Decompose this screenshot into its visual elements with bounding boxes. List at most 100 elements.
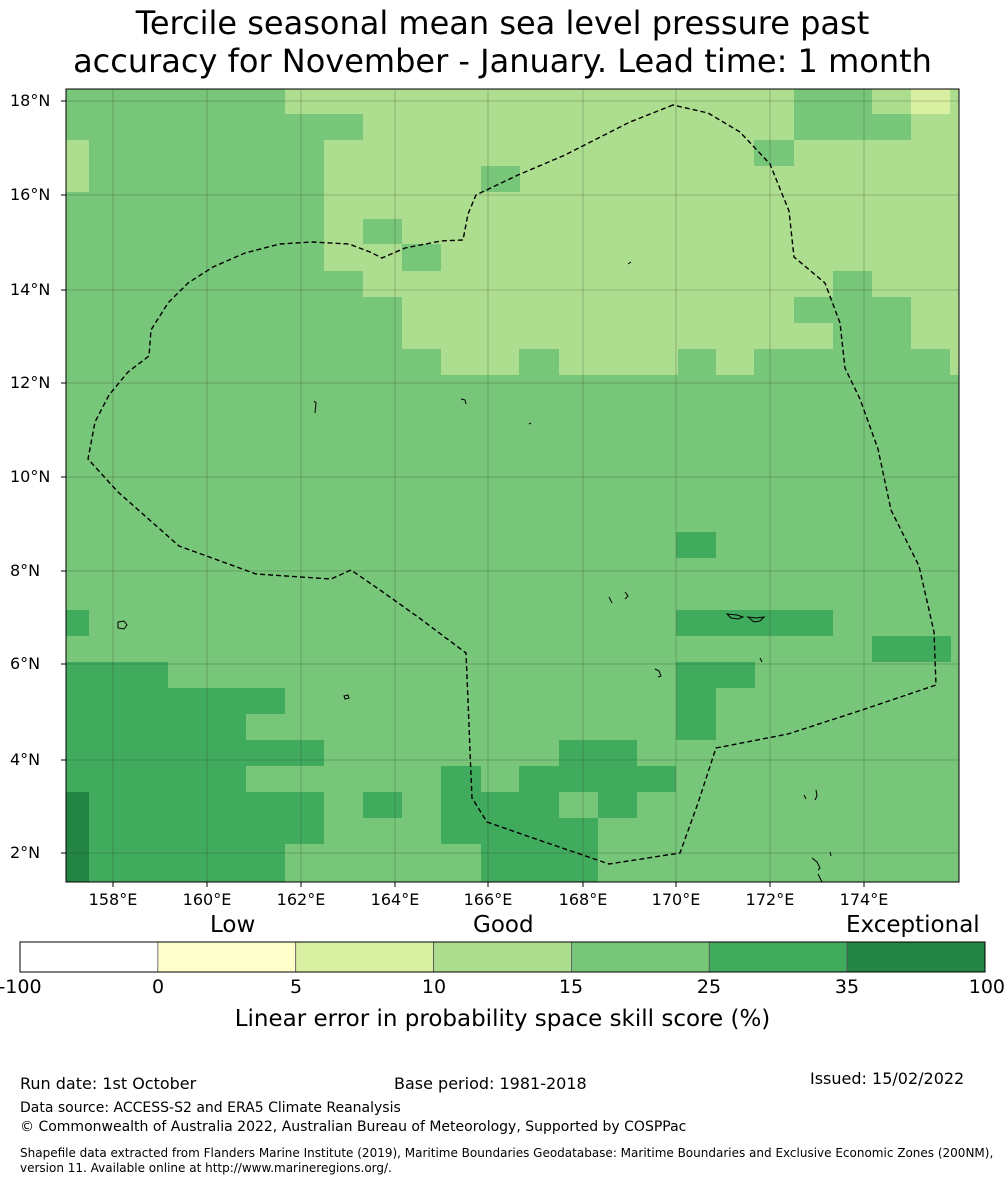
skill-cell <box>66 610 89 636</box>
skill-cell <box>402 244 441 271</box>
skill-cell <box>794 297 833 323</box>
skill-cell <box>678 349 716 375</box>
skill-cell <box>66 844 285 882</box>
lat-label: 12°N <box>10 373 51 392</box>
skill-cell <box>598 792 637 818</box>
category-exceptional: Exceptional <box>846 912 980 938</box>
colorbar-segment <box>295 941 434 973</box>
base-period: Base period: 1981-2018 <box>394 1074 587 1093</box>
island-outlines <box>117 261 832 883</box>
colorbar-segment <box>433 941 572 973</box>
copyright: © Commonwealth of Australia 2022, Austra… <box>20 1119 687 1135</box>
shapefile-credit-1: Shapefile data extracted from Flanders M… <box>20 1146 994 1160</box>
skill-cell <box>833 323 911 349</box>
skill-cell <box>519 766 676 792</box>
skill-cell <box>754 349 950 375</box>
skill-cell <box>481 166 520 192</box>
shapefile-credit-2: version 11. Available online at http://w… <box>20 1161 392 1175</box>
island-outline <box>759 657 818 801</box>
colorbar-tick: 0 <box>151 976 165 998</box>
lat-label: 8°N <box>10 561 41 580</box>
map-gridlines <box>61 89 959 887</box>
lon-label: 160°E <box>182 890 232 909</box>
skill-cell <box>324 166 959 193</box>
lat-label: 16°N <box>10 185 51 204</box>
skill-cell <box>66 688 285 714</box>
island-outline <box>313 261 632 425</box>
skill-cell <box>66 662 168 688</box>
skill-cell <box>794 114 911 140</box>
skill-cell <box>559 349 678 375</box>
colorbar-segment <box>19 941 159 973</box>
island-outline <box>746 616 766 623</box>
skill-cell <box>441 844 481 856</box>
skill-cell <box>911 89 950 114</box>
skill-cell <box>872 636 951 662</box>
title-line-1: Tercile seasonal mean sea level pressure… <box>135 4 870 42</box>
skill-cell <box>324 193 959 219</box>
lon-label: 164°E <box>370 890 420 909</box>
lon-label: 170°E <box>651 890 701 909</box>
category-good: Good <box>473 912 534 938</box>
skill-cell <box>559 792 598 818</box>
colorbar-segment <box>157 941 297 973</box>
skill-cell <box>833 271 872 297</box>
run-date: Run date: 1st October <box>20 1074 197 1093</box>
skill-cell <box>66 140 89 192</box>
data-source: Data source: ACCESS-S2 and ERA5 Climate … <box>20 1100 401 1116</box>
category-low: Low <box>210 912 256 938</box>
title-line-2: accuracy for November - January. Lead ti… <box>73 42 932 80</box>
colorbar-segment <box>571 941 710 973</box>
skill-cell <box>66 792 89 882</box>
skill-cell <box>676 610 833 636</box>
colorbar-tick: 10 <box>421 976 447 998</box>
eez-boundary <box>87 104 937 865</box>
lat-label: 6°N <box>10 654 41 673</box>
lon-label: 158°E <box>88 890 138 909</box>
island-outline <box>725 613 745 620</box>
island-outline <box>343 668 662 700</box>
colorbar-frame <box>19 941 986 973</box>
skill-cell <box>363 792 402 818</box>
skill-cell <box>441 792 559 818</box>
lat-label: 14°N <box>10 280 51 299</box>
skill-cell <box>66 714 246 740</box>
skill-cell <box>794 89 872 114</box>
lat-label: 2°N <box>10 843 41 862</box>
map-frame <box>65 88 960 883</box>
skill-cell <box>716 349 756 375</box>
skill-cell <box>676 714 716 740</box>
issued-date: Issued: 15/02/2022 <box>810 1069 965 1088</box>
colorbar-tick: 5 <box>289 976 303 998</box>
colorbar-tick: 35 <box>834 976 860 998</box>
skill-cell <box>66 818 324 844</box>
skill-cell <box>676 662 755 688</box>
skill-grid-cells <box>66 89 959 882</box>
lat-label: 4°N <box>10 750 41 769</box>
skill-cell <box>676 688 716 714</box>
map-title: Tercile seasonal mean sea level pressure… <box>0 4 1005 80</box>
lon-label: 162°E <box>276 890 326 909</box>
skill-cell <box>754 140 794 166</box>
skill-cell <box>441 766 481 792</box>
skill-cell <box>66 792 324 818</box>
skill-cell <box>363 219 402 244</box>
colorbar <box>19 941 986 973</box>
colorbar-tick: 25 <box>696 976 722 998</box>
colorbar-segment <box>846 941 986 973</box>
skill-cell <box>66 740 324 766</box>
skill-cell <box>324 140 959 166</box>
colorbar-tick: 100 <box>968 976 1005 998</box>
island-outline <box>117 620 128 630</box>
colorbar-tick: -100 <box>0 976 42 998</box>
lat-label: 10°N <box>10 467 51 486</box>
skill-cell <box>676 532 716 558</box>
lon-label: 168°E <box>558 890 608 909</box>
eez-boundary-line <box>87 104 937 865</box>
lon-label: 174°E <box>839 890 889 909</box>
lon-label: 172°E <box>745 890 795 909</box>
skill-cell <box>441 818 598 844</box>
colorbar-segment <box>708 941 848 973</box>
skill-cell <box>66 766 246 792</box>
